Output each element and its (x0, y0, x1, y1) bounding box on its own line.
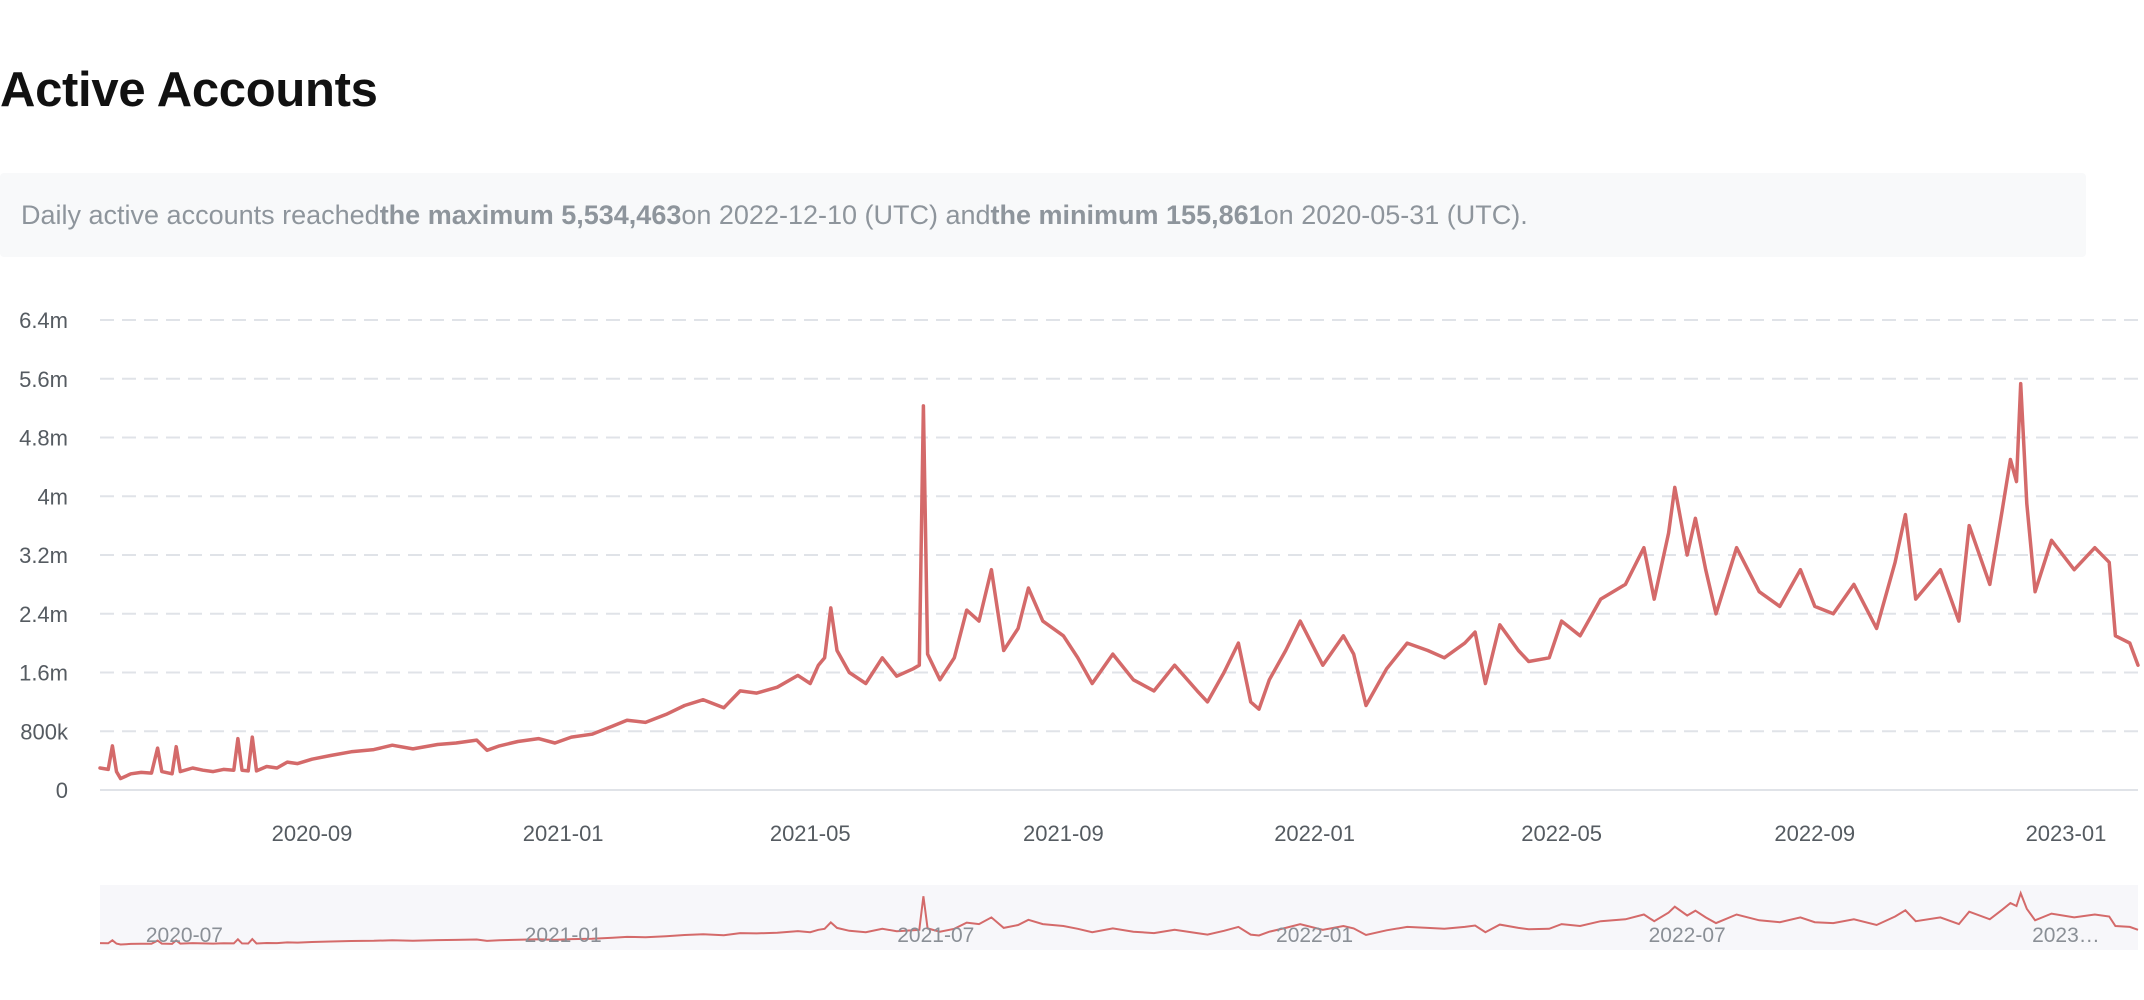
x-axis: 2020-09 2021-01 2021-05 2021-09 2022-01 2022-… (272, 821, 2107, 846)
page-title: Active Accounts (0, 63, 378, 117)
navigator-line (99, 890, 2139, 946)
y-tick-label: 3.2m (19, 543, 68, 568)
x-tick-label: 2021-05 (770, 821, 851, 846)
navigator-tick-label: 2022-07 (1649, 924, 1726, 947)
navigator-tick-label: 2023… (2032, 924, 2100, 947)
navigator-tick-label: 2021-01 (525, 924, 602, 947)
summary-prefix: Daily active accounts reached (21, 199, 380, 230)
summary-max-suffix: on 2022-12-10 (UTC) and (681, 199, 991, 230)
x-tick-label: 2021-09 (1023, 821, 1104, 846)
y-axis: 0 800k 1.6m 2.4m 3.2m 4m 4.8m 5.6m 6.4m (19, 308, 69, 803)
summary-max: the maximum 5,534,463 (379, 199, 682, 230)
summary-banner: Daily active accounts reached the maximu… (0, 173, 2086, 257)
y-tick-label: 0 (56, 778, 68, 803)
summary-min: the minimum 155,861 (990, 199, 1264, 230)
y-tick-label: 6.4m (19, 308, 68, 333)
y-tick-label: 4m (37, 484, 68, 509)
y-tick-label: 5.6m (19, 367, 68, 392)
x-tick-label: 2020-09 (272, 821, 353, 846)
x-tick-label: 2022-01 (1274, 821, 1355, 846)
y-tick-label: 2.4m (19, 602, 68, 627)
y-tick-label: 800k (20, 719, 69, 744)
y-tick-label: 4.8m (19, 426, 68, 451)
range-navigator[interactable]: 2020-07 2021-01 2021-07 2022-01 2022-07 2023… (99, 885, 2139, 950)
series-line[interactable] (98, 381, 2140, 781)
x-tick-label: 2022-05 (1521, 821, 1602, 846)
series-layer[interactable] (98, 381, 2140, 781)
navigator-tick-label: 2021-07 (897, 924, 974, 947)
y-tick-label: 1.6m (19, 661, 68, 686)
x-tick-label: 2022-09 (1774, 821, 1855, 846)
grid-layer (100, 319, 2138, 791)
navigator-tick-label: 2020-07 (146, 924, 223, 947)
summary-min-suffix: on 2020-05-31 (UTC). (1263, 199, 1528, 230)
navigator-tick-label: 2022-01 (1276, 924, 1353, 947)
x-tick-label: 2023-01 (2026, 821, 2107, 846)
x-tick-label: 2021-01 (523, 821, 604, 846)
